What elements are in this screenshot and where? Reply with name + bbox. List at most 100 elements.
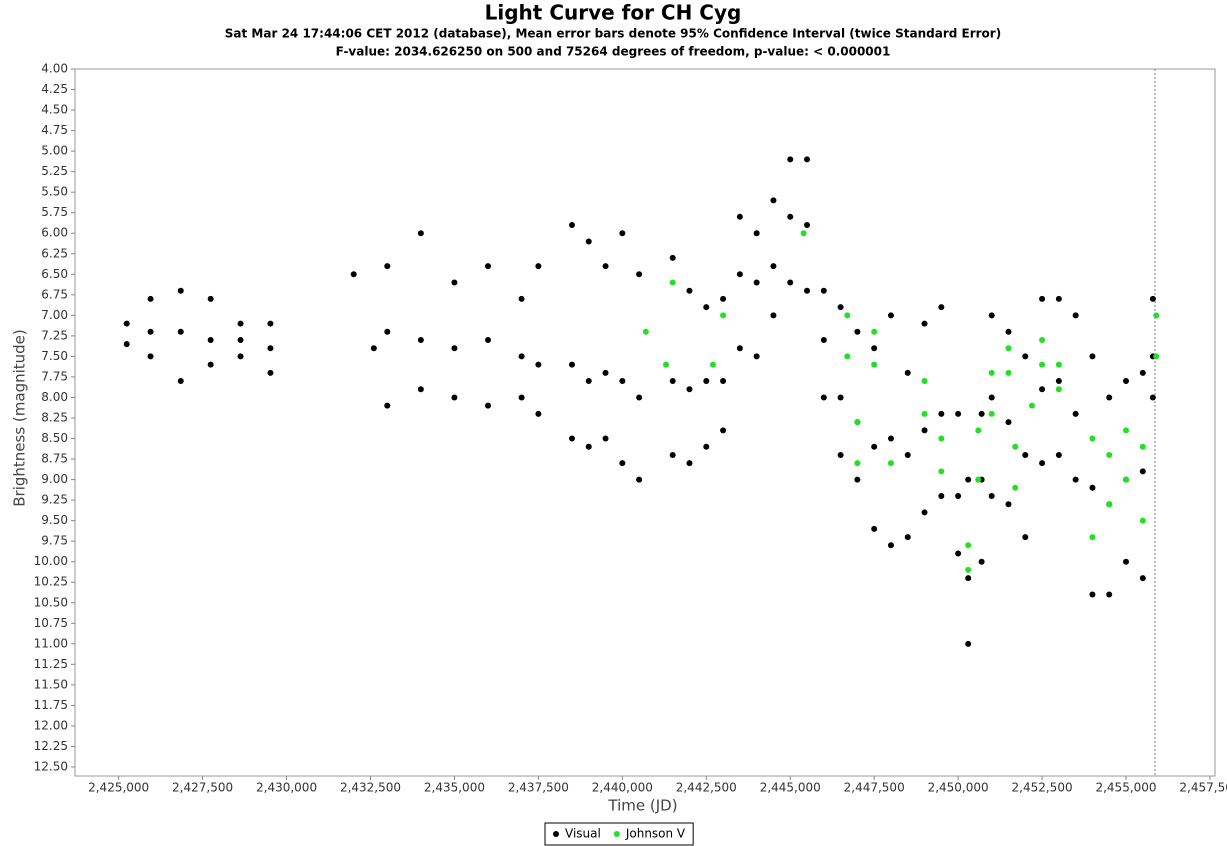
data-point xyxy=(602,263,609,270)
data-point xyxy=(965,542,972,549)
data-point xyxy=(669,451,676,458)
data-point xyxy=(686,386,693,393)
data-point xyxy=(837,304,844,311)
data-point xyxy=(965,476,972,483)
data-point xyxy=(1072,312,1079,319)
y-tick-label: 9.50 xyxy=(41,513,68,527)
data-point xyxy=(1072,410,1079,417)
data-point xyxy=(871,328,878,335)
data-point xyxy=(753,279,760,286)
data-point xyxy=(535,410,542,417)
y-tick-label: 11.50 xyxy=(34,677,68,691)
data-point xyxy=(1055,378,1062,385)
y-axis-label: Brightness (magnitude) xyxy=(11,329,29,507)
data-point xyxy=(988,493,995,500)
x-tick-label: 2,455,000 xyxy=(1095,781,1156,795)
data-point xyxy=(1039,336,1046,343)
data-point xyxy=(1012,443,1019,450)
data-point xyxy=(871,361,878,368)
data-point xyxy=(1005,501,1012,508)
data-point xyxy=(384,263,391,270)
legend-marker xyxy=(553,831,559,837)
data-point xyxy=(703,378,710,385)
data-point xyxy=(1039,460,1046,467)
data-point xyxy=(921,378,928,385)
data-point xyxy=(1022,451,1029,458)
data-point xyxy=(1123,427,1130,434)
data-point xyxy=(417,336,424,343)
y-tick-label: 9.75 xyxy=(41,534,68,548)
data-point xyxy=(988,394,995,401)
plot-area xyxy=(74,68,1216,777)
data-point xyxy=(535,361,542,368)
data-point xyxy=(770,197,777,204)
data-point xyxy=(854,419,861,426)
data-point xyxy=(1039,361,1046,368)
data-point xyxy=(938,435,945,442)
chart-subtitle: F-value: 2034.626250 on 500 and 75264 de… xyxy=(336,45,891,59)
data-point xyxy=(1123,476,1130,483)
data-point xyxy=(1012,484,1019,491)
data-point xyxy=(1139,468,1146,475)
data-point xyxy=(720,295,727,302)
data-point xyxy=(518,353,525,360)
data-point xyxy=(736,345,743,352)
data-point xyxy=(177,378,184,385)
data-point xyxy=(904,451,911,458)
y-tick-label: 6.75 xyxy=(41,287,68,301)
data-point xyxy=(1055,451,1062,458)
data-point xyxy=(1005,328,1012,335)
data-point xyxy=(686,287,693,294)
data-point xyxy=(921,410,928,417)
data-point xyxy=(1055,361,1062,368)
data-point xyxy=(854,476,861,483)
data-point xyxy=(1028,402,1035,409)
data-point xyxy=(871,443,878,450)
data-point xyxy=(1123,558,1130,565)
data-point xyxy=(350,271,357,278)
chart-title: Light Curve for CH Cyg xyxy=(485,1,742,25)
x-tick-label: 2,437,500 xyxy=(508,781,569,795)
data-point xyxy=(147,328,154,335)
data-point xyxy=(585,238,592,245)
data-point xyxy=(988,369,995,376)
data-point xyxy=(370,345,377,352)
y-tick-label: 6.00 xyxy=(41,226,68,240)
data-point xyxy=(978,410,985,417)
data-point xyxy=(518,295,525,302)
data-point xyxy=(837,394,844,401)
x-tick-label: 2,442,500 xyxy=(676,781,737,795)
y-tick-label: 8.00 xyxy=(41,390,68,404)
x-tick-label: 2,427,500 xyxy=(172,781,233,795)
data-point xyxy=(1022,534,1029,541)
x-tick-label: 2,450,000 xyxy=(928,781,989,795)
data-point xyxy=(669,378,676,385)
data-point xyxy=(787,156,794,163)
data-point xyxy=(820,394,827,401)
y-tick-label: 8.25 xyxy=(41,411,68,425)
x-tick-label: 2,425,000 xyxy=(88,781,149,795)
data-point xyxy=(207,336,214,343)
data-point xyxy=(887,542,894,549)
data-point xyxy=(904,534,911,541)
data-point xyxy=(965,566,972,573)
y-tick-label: 10.50 xyxy=(34,595,68,609)
data-point xyxy=(938,493,945,500)
y-tick-label: 7.75 xyxy=(41,369,68,383)
data-point xyxy=(147,353,154,360)
data-point xyxy=(1106,394,1113,401)
y-tick-label: 6.50 xyxy=(41,267,68,281)
data-point xyxy=(1005,369,1012,376)
data-point xyxy=(965,575,972,582)
data-point xyxy=(887,312,894,319)
data-point xyxy=(177,287,184,294)
x-tick-label: 2,457,500 xyxy=(1179,781,1227,795)
data-point xyxy=(753,230,760,237)
data-point xyxy=(417,386,424,393)
y-tick-label: 11.00 xyxy=(34,636,68,650)
x-tick-label: 2,432,500 xyxy=(340,781,401,795)
data-point xyxy=(1153,312,1160,319)
data-point xyxy=(602,435,609,442)
data-point xyxy=(636,271,643,278)
